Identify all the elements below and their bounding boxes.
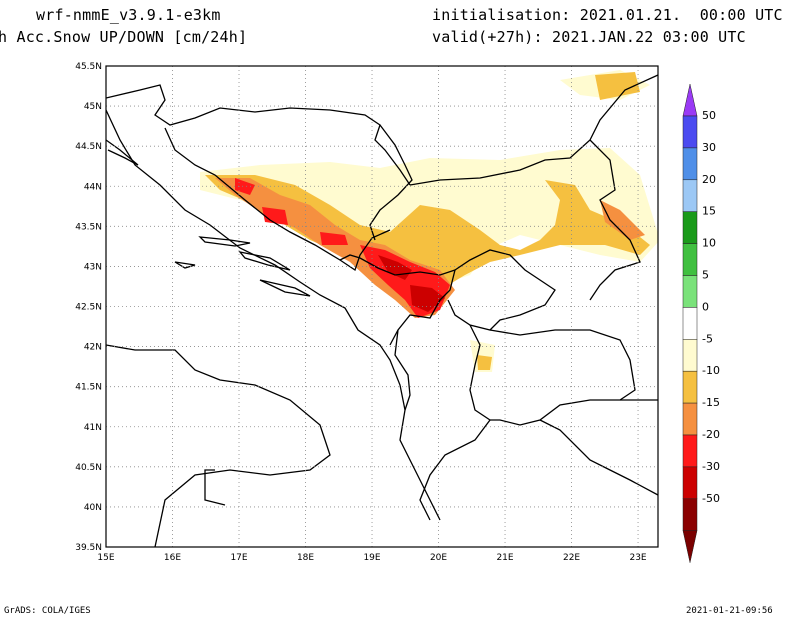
island-1 xyxy=(198,236,251,247)
snow-area-20 xyxy=(235,178,450,318)
footer-credit: GrADS: COLA/IGES xyxy=(4,606,91,616)
latitude-labels: 45.5N 45N 44.5N 44N 43.5N 43N 42.5N 42N 41.5N 41N… xyxy=(75,62,102,553)
border-serbia-romania xyxy=(409,74,658,186)
longitude-labels: 15E 16E 17E 18E 19E 20E 21E 22E 23E xyxy=(97,553,647,563)
colorbar-arrow-bottom xyxy=(682,530,698,563)
lon-tick-label: 21E xyxy=(496,553,513,563)
colorbar-label: 50 xyxy=(702,109,716,122)
colorbar-label: -50 xyxy=(702,492,720,505)
island-4 xyxy=(174,261,196,269)
coastline-italy xyxy=(106,344,331,547)
border-serbia-bulgaria xyxy=(589,139,641,301)
lat-tick-label: 43.5N xyxy=(75,222,102,232)
island-2 xyxy=(238,251,291,271)
lat-tick-label: 40N xyxy=(84,503,102,513)
model-title: wrf-nmmE_v3.9.1-e3km xyxy=(36,6,221,24)
colorbar-segment xyxy=(682,370,698,404)
colorbar-label: 30 xyxy=(702,141,716,154)
lon-tick-label: 15E xyxy=(97,553,114,563)
snow-area-10b xyxy=(595,72,640,100)
field-title: h Acc.Snow UP/DOWN [cm/24h] xyxy=(0,28,248,46)
colorbar-label: -30 xyxy=(702,460,720,473)
lat-tick-label: 45N xyxy=(84,102,102,112)
colorbar-label: 5 xyxy=(702,269,709,282)
colorbar-label: 20 xyxy=(702,173,716,186)
colorbar-segment xyxy=(682,498,698,531)
lat-tick-label: 40.5N xyxy=(75,463,102,473)
colorbar-label: 10 xyxy=(702,237,716,250)
init-time: initialisation: 2021.01.21. 00:00 UTC xyxy=(432,6,783,24)
colorbar-segment xyxy=(682,307,698,340)
lat-tick-label: 42N xyxy=(84,343,102,353)
lat-tick-label: 43N xyxy=(84,262,102,272)
colorbar-label: 0 xyxy=(702,300,709,313)
colorbar-segment xyxy=(682,275,698,308)
colorbar-segment xyxy=(682,434,698,468)
snow-area-30 xyxy=(378,255,445,312)
lon-tick-label: 17E xyxy=(230,553,247,563)
border-montenegro xyxy=(339,254,456,346)
lon-tick-label: 23E xyxy=(629,553,646,563)
snow-field xyxy=(200,70,658,372)
lon-tick-label: 20E xyxy=(430,553,447,563)
lat-tick-label: 41N xyxy=(84,423,102,433)
map-frame xyxy=(105,65,659,548)
colorbar-label: -10 xyxy=(702,364,720,377)
border-bosnia xyxy=(164,127,391,272)
colorbar-segment xyxy=(682,402,698,436)
istria-peninsula xyxy=(106,139,139,166)
snow-area-10c xyxy=(477,355,492,370)
lat-tick-label: 41.5N xyxy=(75,383,102,393)
colorbar-segment xyxy=(682,147,698,181)
lon-tick-label: 19E xyxy=(363,553,380,563)
lat-tick-label: 45.5N xyxy=(75,62,102,72)
colorbar-segment xyxy=(682,115,698,149)
colorbar-segment xyxy=(682,339,698,372)
colorbar-segment xyxy=(682,466,698,500)
lat-tick-label: 44N xyxy=(84,182,102,192)
colorbar-label: 15 xyxy=(702,205,716,218)
colorbar-label: -15 xyxy=(702,396,720,409)
colorbar-label: -5 xyxy=(702,332,713,345)
gridlines xyxy=(106,66,658,547)
colorbar-segment xyxy=(682,179,698,212)
colorbar-arrow-top xyxy=(682,83,698,117)
lon-tick-label: 16E xyxy=(164,553,181,563)
lat-tick-label: 39.5N xyxy=(75,543,102,553)
lat-tick-label: 44.5N xyxy=(75,142,102,152)
valid-time: valid(+27h): 2021.JAN.22 03:00 UTC xyxy=(432,28,746,46)
snow-area-10 xyxy=(205,175,650,300)
lon-tick-label: 18E xyxy=(297,553,314,563)
lon-tick-label: 22E xyxy=(563,553,580,563)
coastline-italy-heel xyxy=(204,469,226,506)
border-serbia-kosovo xyxy=(447,249,556,331)
coastline-adriatic xyxy=(106,109,441,521)
boundaries xyxy=(106,74,658,547)
colorbar-segment xyxy=(682,211,698,244)
colorbar-segment xyxy=(682,243,698,276)
footer-timestamp: 2021-01-21-09:56 xyxy=(686,606,773,616)
border-slovenia-croatia xyxy=(106,84,411,186)
colorbar-label: -20 xyxy=(702,428,720,441)
border-macedonia xyxy=(489,329,636,426)
lat-tick-label: 42.5N xyxy=(75,303,102,313)
island-3 xyxy=(259,279,311,297)
snow-area-15b xyxy=(600,200,645,240)
coast-greece xyxy=(539,419,658,496)
